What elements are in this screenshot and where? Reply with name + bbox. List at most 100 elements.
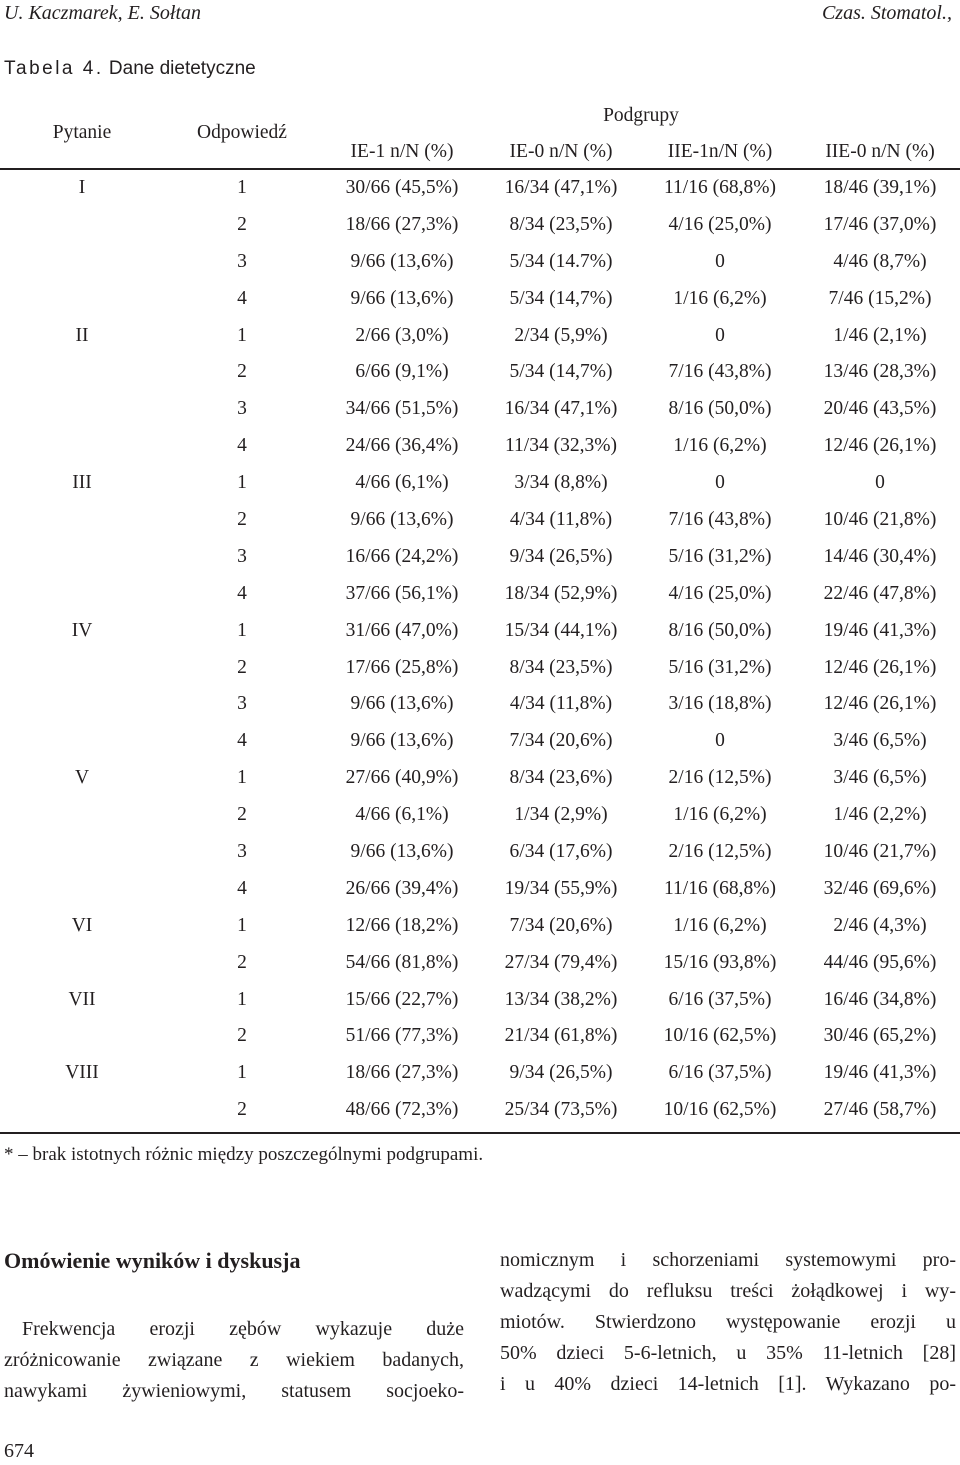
answer-cell: 2 [237, 509, 247, 531]
table-row: 3 16/66 (24,2%) 9/34 (26,5%) 5/16 (31,2%) 14… [0, 544, 960, 581]
column-header-iie1: IIE-1n/N (%) [667, 141, 773, 162]
answer-cell: 3 [237, 250, 247, 272]
value-cell-ie1: 9/66 (13,6%) [350, 693, 454, 715]
table-row: 4 24/66 (36,4%) 11/34 (32,3%) 1/16 (6,2%) 12… [0, 433, 960, 470]
table-row: 4 37/66 (56,1%) 18/34 (52,9%) 4/16 (25,0%) 2… [0, 581, 960, 618]
value-cell-ie0: 6/34 (17,6%) [509, 841, 613, 863]
question-cell: VI [71, 914, 93, 936]
value-cell-iie1: 7/16 (43,8%) [668, 361, 772, 383]
text-line: wadzącymi do refluksu treści żołądkowej … [500, 1280, 956, 1302]
value-cell-ie1: 6/66 (9,1%) [355, 361, 449, 383]
table-row: 3 34/66 (51,5%) 16/34 (47,1%) 8/16 (50,0%) 2… [0, 396, 960, 433]
value-cell-ie1: 34/66 (51,5%) [345, 398, 459, 420]
table-row: 2 17/66 (25,8%) 8/34 (23,5%) 5/16 (31,2%) 12… [0, 655, 960, 692]
table-body: I 1 30/66 (45,5%) 16/34 (47,1%) 11/16 (68,8%… [0, 175, 960, 1134]
value-cell-iie0: 10/46 (21,8%) [823, 509, 937, 531]
value-cell-ie1: 37/66 (56,1%) [345, 582, 459, 604]
question-cell: III [72, 472, 92, 494]
table-row: VIII 1 18/66 (27,3%) 9/34 (26,5%) 6/16 (37,5… [0, 1060, 960, 1097]
value-cell-iie1: 0 [715, 250, 725, 272]
answer-cell: 3 [237, 841, 247, 863]
answer-cell: 1 [237, 1062, 247, 1084]
text-column-right: nomicznym i schorzeniami systemowymi pro… [500, 1245, 956, 1400]
value-cell-ie0: 7/34 (20,6%) [509, 730, 613, 752]
value-cell-ie0: 4/34 (11,8%) [509, 693, 613, 715]
value-cell-ie0: 5/34 (14.7%) [509, 250, 613, 272]
table-row: 4 9/66 (13,6%) 5/34 (14,7%) 1/16 (6,2%) 7/46… [0, 286, 960, 323]
answer-cell: 3 [237, 398, 247, 420]
value-cell-ie1: 4/66 (6,1%) [355, 804, 449, 826]
paragraph-right: nomicznym i schorzeniami systemowymi pro… [500, 1245, 956, 1400]
value-cell-iie0: 19/46 (41,3%) [823, 619, 937, 641]
answer-cell: 1 [237, 177, 247, 198]
answer-cell: 3 [237, 693, 247, 715]
value-cell-ie1: 15/66 (22,7%) [345, 988, 459, 1010]
value-cell-iie0: 12/46 (26,1%) [823, 656, 937, 678]
answer-cell: 4 [237, 287, 247, 309]
value-cell-iie1: 0 [715, 324, 725, 346]
value-cell-ie0: 1/34 (2,9%) [514, 804, 608, 826]
value-cell-iie1: 10/16 (62,5%) [663, 1099, 777, 1121]
value-cell-ie0: 16/34 (47,1%) [504, 398, 618, 420]
column-header-answer: Odpowiedź [197, 122, 287, 143]
value-cell-ie0: 9/34 (26,5%) [509, 545, 613, 567]
value-cell-iie1: 8/16 (50,0%) [668, 398, 772, 420]
value-cell-iie0: 22/46 (47,8%) [823, 582, 937, 604]
text-line: Frekwencja erozji zębów wykazuje duże [22, 1318, 464, 1340]
value-cell-iie0: 1/46 (2,1%) [833, 324, 927, 346]
value-cell-ie1: 48/66 (72,3%) [345, 1099, 459, 1121]
table-caption: Tabela 4. Dane dietetyczne [4, 56, 256, 82]
value-cell-ie0: 8/34 (23,5%) [509, 213, 613, 235]
table-row: 2 48/66 (72,3%) 25/34 (73,5%) 10/16 (62,5%)… [0, 1097, 960, 1134]
value-cell-iie0: 12/46 (26,1%) [823, 693, 937, 715]
value-cell-iie0: 2/46 (4,3%) [833, 914, 927, 936]
diet-data-table: Pytanie Odpowiedź Podgrupy IE-1 n/N (%) … [0, 100, 960, 1134]
value-cell-ie1: 18/66 (27,3%) [345, 213, 459, 235]
table-row: V 1 27/66 (40,9%) 8/34 (23,6%) 2/16 (12,5%) 3… [0, 765, 960, 802]
question-cell: VII [68, 988, 96, 1010]
value-cell-ie0: 5/34 (14,7%) [509, 287, 613, 309]
table-row: 2 6/66 (9,1%) 5/34 (14,7%) 7/16 (43,8%) 13/4… [0, 359, 960, 396]
value-cell-ie1: 4/66 (6,1%) [355, 472, 449, 494]
value-cell-iie0: 13/46 (28,3%) [823, 361, 937, 383]
value-cell-ie1: 12/66 (18,2%) [345, 914, 459, 936]
value-cell-ie0: 16/34 (47,1%) [504, 177, 618, 198]
value-cell-ie1: 51/66 (77,3%) [345, 1025, 459, 1047]
table-row: II 1 2/66 (3,0%) 2/34 (5,9%) 0 1/46 (2,1%) [0, 323, 960, 360]
value-cell-iie0: 14/46 (30,4%) [823, 545, 937, 567]
table-header-rule [0, 168, 960, 170]
table-footnote: * – brak istotnych różnic między poszcze… [4, 1144, 484, 1165]
value-cell-iie1: 1/16 (6,2%) [673, 287, 767, 309]
value-cell-ie1: 16/66 (24,2%) [345, 545, 459, 567]
table-row: 2 9/66 (13,6%) 4/34 (11,8%) 7/16 (43,8%) 10/… [0, 507, 960, 544]
value-cell-ie0: 25/34 (73,5%) [504, 1099, 618, 1121]
section-heading: Omówienie wyników i dyskusja [4, 1248, 301, 1273]
table-caption-title: Dane dietetyczne [108, 58, 256, 79]
answer-cell: 1 [237, 472, 247, 494]
value-cell-iie1: 0 [715, 472, 725, 494]
table-row: 2 51/66 (77,3%) 21/34 (61,8%) 10/16 (62,5%)… [0, 1023, 960, 1060]
value-cell-ie0: 18/34 (52,9%) [504, 582, 618, 604]
value-cell-iie0: 17/46 (37,0%) [823, 213, 937, 235]
table-row: 2 18/66 (27,3%) 8/34 (23,5%) 4/16 (25,0%) 17… [0, 212, 960, 249]
value-cell-iie1: 1/16 (6,2%) [673, 804, 767, 826]
value-cell-ie0: 3/34 (8,8%) [514, 472, 608, 494]
page-number: 674 [4, 1440, 34, 1462]
table-row: VII 1 15/66 (22,7%) 13/34 (38,2%) 6/16 (37,5… [0, 987, 960, 1024]
value-cell-ie1: 18/66 (27,3%) [345, 1062, 459, 1084]
question-cell: IV [71, 619, 93, 641]
value-cell-ie1: 31/66 (47,0%) [345, 619, 459, 641]
table-row: III 1 4/66 (6,1%) 3/34 (8,8%) 0 0 [0, 470, 960, 507]
answer-cell: 4 [237, 877, 247, 899]
table-row: 2 4/66 (6,1%) 1/34 (2,9%) 1/16 (6,2%) 1/46 (… [0, 802, 960, 839]
value-cell-iie1: 6/16 (37,5%) [668, 988, 772, 1010]
table-caption-label: Tabela 4. [4, 58, 104, 79]
table-bottom-rule [0, 1132, 960, 1134]
value-cell-iie1: 1/16 (6,2%) [673, 435, 767, 457]
column-header-iie0: IIE-0 n/N (%) [825, 141, 935, 162]
value-cell-ie1: 9/66 (13,6%) [350, 287, 454, 309]
question-cell: II [75, 324, 89, 346]
value-cell-iie0: 3/46 (6,5%) [833, 767, 927, 789]
column-header-ie0: IE-0 n/N (%) [509, 141, 613, 162]
value-cell-ie0: 7/34 (20,6%) [509, 914, 613, 936]
